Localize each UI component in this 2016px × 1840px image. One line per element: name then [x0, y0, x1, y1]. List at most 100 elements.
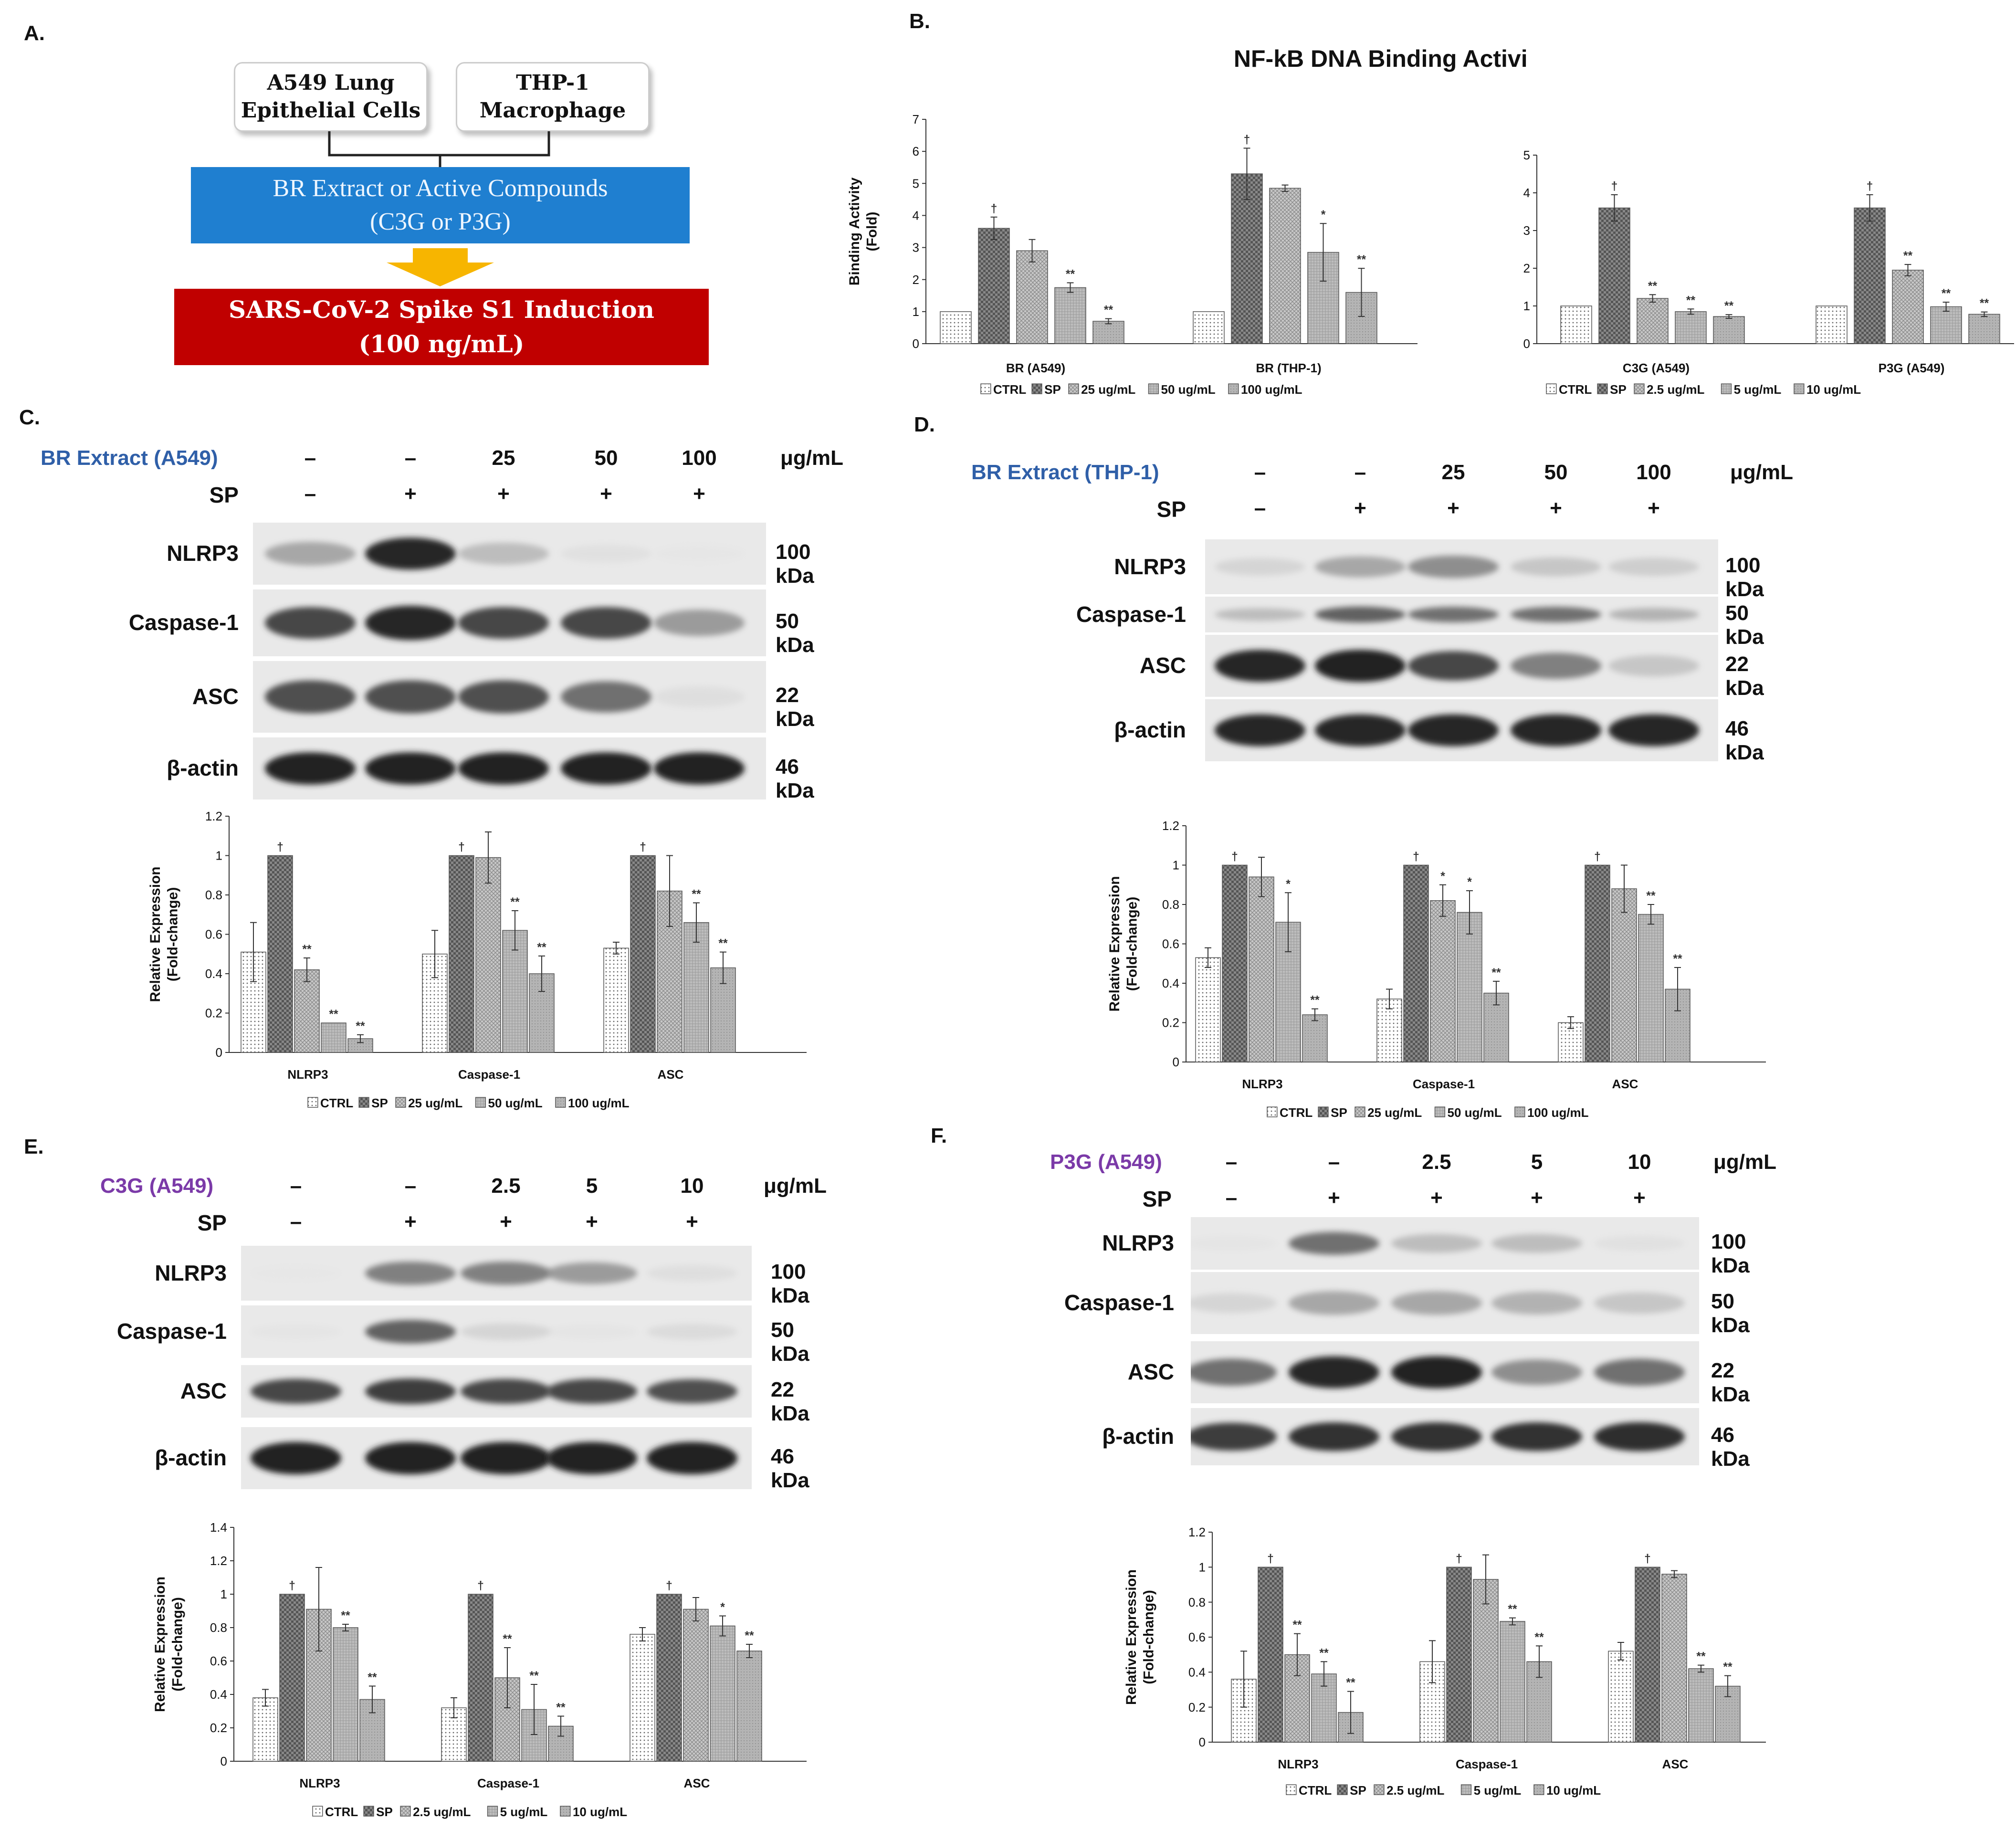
kda-label: 22 kDa — [776, 683, 814, 731]
category-label: BR (THP-1) — [1256, 361, 1321, 375]
significance-mark: ** — [1648, 280, 1658, 293]
panel-label-b: B. — [909, 10, 930, 33]
sp-label: SP — [197, 1210, 227, 1235]
bar-asc-50-ug-ml — [1638, 914, 1664, 1062]
blot-band — [1215, 714, 1305, 747]
bar-nlrp3-25-ug-ml — [1249, 876, 1274, 1062]
y-tick-label: 1 — [220, 1587, 227, 1601]
down-arrow-icon — [387, 248, 494, 286]
legend-item-ctrl: CTRL — [1559, 382, 1592, 397]
sp-sign: + — [586, 1210, 598, 1233]
bar-caspase-1-50-ug-ml — [502, 930, 528, 1053]
y-tick-label: 2 — [1523, 261, 1530, 275]
blot-band — [1191, 1293, 1277, 1313]
significance-mark: ** — [1346, 1677, 1355, 1690]
category-label: NLRP3 — [1278, 1757, 1318, 1771]
sp-label: SP — [209, 483, 239, 507]
legend-swatch — [1597, 383, 1608, 394]
significance-mark: † — [1244, 133, 1250, 146]
legend-swatch — [475, 1097, 486, 1108]
bar-p3g-a549-10-ug-ml — [1968, 314, 2000, 344]
legend-item-2-5-ug-ml: 2.5 ug/mL — [413, 1805, 471, 1819]
y-tick-label: 0.2 — [210, 1721, 227, 1735]
bar-caspase-1-2-5-ug-ml — [1473, 1579, 1499, 1743]
blot-band — [1408, 607, 1499, 622]
significance-mark: ** — [1980, 297, 1989, 310]
blot-band — [546, 1324, 637, 1339]
bar-p3g-a549-2-5-ug-ml — [1892, 270, 1924, 344]
kda-label: 100 kDa — [776, 540, 814, 588]
category-label: Caspase-1 — [1456, 1757, 1518, 1771]
significance-mark: ** — [1066, 268, 1075, 281]
unit-label: μg/mL — [1730, 461, 1794, 484]
blot-band — [647, 1379, 737, 1404]
legend-swatch — [400, 1806, 411, 1817]
legend-swatch — [1460, 1784, 1472, 1795]
kda-label: 100 kDa — [1725, 553, 1764, 601]
blot-band — [1315, 714, 1406, 747]
blot-band — [461, 1262, 551, 1285]
blot-band — [1408, 651, 1499, 681]
significance-mark: ** — [529, 1670, 539, 1682]
blot-band — [1215, 650, 1305, 682]
significance-mark: † — [991, 202, 998, 215]
legend-swatch — [312, 1806, 323, 1817]
legend-item-100-ug-ml: 100 ug/mL — [1527, 1105, 1589, 1120]
chart-d: Relative Expression (Fold-change) 0 0.2 0.4 0… — [1107, 819, 1766, 1120]
legend-item-50-ug-ml: 50 ug/mL — [488, 1096, 543, 1110]
category-label: Caspase-1 — [1413, 1077, 1475, 1091]
blot-band — [1408, 714, 1499, 747]
category-label: P3G (A549) — [1879, 361, 1945, 375]
blot-band — [251, 1378, 341, 1404]
legend-item-5-ug-ml: 5 ug/mL — [500, 1805, 548, 1819]
bar-asc-2-5-ug-ml — [1661, 1574, 1687, 1743]
blot-band — [1511, 607, 1601, 622]
blot-strip-caspase-1 — [241, 1305, 752, 1358]
y-tick-label: 6 — [913, 144, 919, 158]
blot-row-label-actin: β-actin — [167, 756, 239, 780]
bar-nlrp3-ctrl — [1195, 957, 1221, 1062]
dose-label: – — [290, 1174, 302, 1198]
significance-mark: † — [289, 1579, 295, 1592]
significance-mark: ** — [302, 943, 312, 956]
significance-mark: ** — [1104, 304, 1113, 317]
chart-b2: 0 1 2 3 4 5 † ** ** ** C3G (A549) † ** ** ** P3G (A549)… — [1523, 148, 2014, 397]
blot-row-label-nlrp3: NLRP3 — [1114, 554, 1186, 579]
significance-mark: ** — [1319, 1647, 1329, 1660]
legend-item-ctrl: CTRL — [325, 1805, 358, 1819]
y-tick-label: 0.6 — [210, 1654, 227, 1668]
dose-label: 2.5 — [1422, 1150, 1451, 1174]
blot-strip-asc — [241, 1365, 752, 1418]
category-label: BR (A549) — [1006, 361, 1065, 375]
blot-band — [365, 605, 456, 641]
legend-item-100-ug-ml: 100 ug/mL — [568, 1096, 630, 1110]
bar-p3g-a549-ctrl — [1816, 305, 1848, 344]
category-label: ASC — [1662, 1757, 1689, 1771]
bar-br-thp-1-sp — [1231, 173, 1263, 344]
blot-strip-asc — [253, 661, 766, 733]
blot-band — [1594, 1292, 1685, 1314]
treatment-label: BR Extract (THP-1) — [971, 461, 1159, 484]
blot-strip-caspase-1 — [253, 589, 766, 656]
legend-item-10-ug-ml: 10 ug/mL — [1546, 1783, 1601, 1798]
blot-band — [561, 607, 651, 639]
blot-row-label-asc: ASC — [1127, 1359, 1174, 1384]
blot-strip-actin — [1191, 1408, 1699, 1465]
y-tick-label: 1.2 — [210, 1554, 227, 1568]
significance-mark: ** — [510, 896, 520, 909]
dose-label: – — [404, 446, 417, 470]
blot-band — [1191, 1358, 1277, 1386]
bar-asc-10-ug-ml — [736, 1651, 762, 1762]
blot-band — [1511, 714, 1601, 747]
kda-label: 22 kDa — [1711, 1359, 1750, 1406]
significance-mark: ** — [1357, 253, 1366, 266]
bar-nlrp3-sp — [1258, 1567, 1283, 1743]
sp-sign: + — [1328, 1186, 1340, 1209]
y-tick-label: 5 — [913, 176, 919, 190]
y-axis-label: Relative Expression (Fold-change) — [152, 1577, 185, 1712]
significance-mark: * — [1286, 878, 1291, 891]
legend-swatch — [1286, 1784, 1297, 1795]
kda-label: 46 kDa — [1725, 717, 1764, 764]
y-tick-label: 1 — [913, 305, 919, 319]
